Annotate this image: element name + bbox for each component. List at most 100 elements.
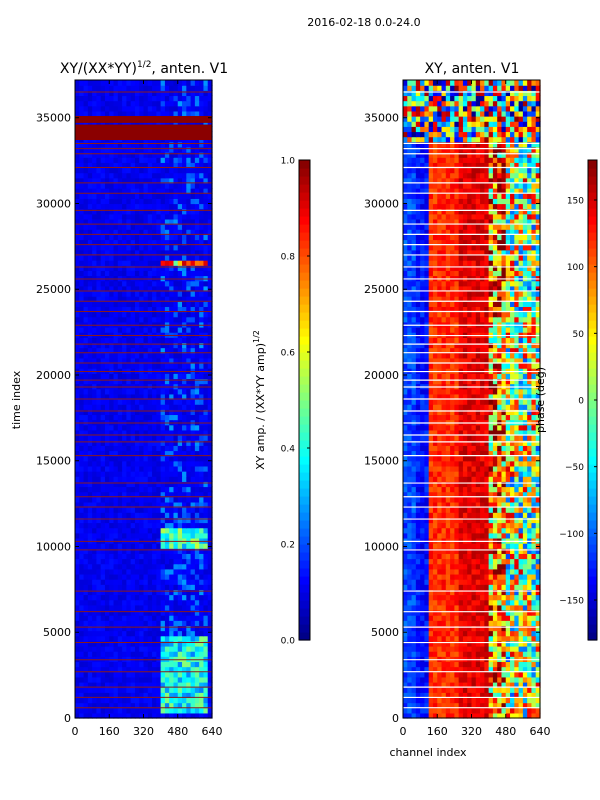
- heatmap-cell: [96, 362, 102, 369]
- heatmap-cell: [203, 424, 209, 431]
- heatmap-cell: [126, 244, 132, 251]
- heatmap-cell: [139, 507, 145, 513]
- heatmap-cell: [92, 362, 98, 369]
- heatmap-cell: [126, 579, 132, 585]
- heatmap-cell: [522, 645, 528, 652]
- heatmap-cell: [199, 630, 205, 637]
- heatmap-cell: [432, 697, 438, 704]
- heatmap-cell: [156, 224, 162, 230]
- heatmap-cell: [194, 234, 200, 241]
- heatmap-cell: [134, 208, 140, 215]
- heatmap-cell: [535, 702, 541, 709]
- heatmap-cell: [194, 399, 200, 405]
- heatmap-cell: [164, 676, 170, 683]
- heatmap-cell: [169, 465, 175, 472]
- heatmap-cell: [160, 543, 166, 549]
- heatmap-cell: [92, 702, 98, 709]
- heatmap-cell: [104, 193, 110, 199]
- heatmap-cell: [177, 198, 183, 205]
- heatmap-cell: [415, 609, 421, 616]
- heatmap-cell: [100, 321, 106, 328]
- heatmap-cell: [160, 435, 166, 441]
- heatmap-cell: [79, 177, 85, 184]
- heatmap-cell: [92, 224, 98, 230]
- colorbar-segment: [299, 600, 310, 609]
- heatmap-cell: [113, 306, 119, 313]
- heatmap-cell: [87, 332, 93, 338]
- heatmap-cell: [527, 651, 533, 657]
- heatmap-cell: [173, 419, 179, 426]
- heatmap-cell: [432, 712, 438, 719]
- heatmap-cell: [134, 213, 140, 220]
- heatmap-cell: [190, 393, 196, 400]
- heatmap-cell: [501, 579, 507, 585]
- heatmap-cell: [96, 681, 102, 688]
- heatmap-cell: [177, 362, 183, 369]
- heatmap-cell: [182, 95, 187, 102]
- heatmap-cell: [143, 90, 149, 97]
- heatmap-cell: [164, 615, 170, 621]
- heatmap-cell: [113, 239, 119, 246]
- heatmap-cell: [160, 635, 166, 642]
- heatmap-cell: [207, 512, 213, 518]
- heatmap-cell: [139, 707, 145, 714]
- heatmap-cell: [186, 424, 192, 431]
- heatmap-cell: [139, 460, 145, 467]
- heatmap-cell: [104, 409, 110, 416]
- heatmap-cell: [122, 260, 127, 266]
- heatmap-cell: [407, 687, 413, 693]
- heatmap-cell: [139, 615, 145, 621]
- heatmap-cell: [199, 352, 205, 359]
- heatmap-cell: [130, 198, 136, 205]
- heatmap-cell: [194, 501, 200, 508]
- heatmap-cell: [117, 167, 123, 174]
- heatmap-cell: [199, 661, 205, 668]
- heatmap-cell: [100, 424, 106, 431]
- heatmap-cell: [169, 95, 175, 102]
- heatmap-cell: [531, 687, 537, 693]
- heatmap-cell: [199, 645, 205, 652]
- heatmap-cell: [100, 239, 106, 246]
- heatmap-cell: [190, 651, 196, 657]
- heatmap-cell: [450, 599, 455, 606]
- heatmap-cell: [156, 609, 162, 616]
- heatmap-cell: [139, 203, 145, 210]
- heatmap-cell: [203, 213, 209, 220]
- heatmap-cell: [109, 445, 115, 452]
- heatmap-cell: [83, 399, 89, 405]
- heatmap-cell: [109, 362, 115, 369]
- heatmap-cell: [173, 193, 179, 199]
- heatmap-cell: [134, 393, 140, 400]
- heatmap-cell: [475, 712, 481, 719]
- heatmap-cell: [96, 702, 102, 709]
- heatmap-cell: [207, 352, 213, 359]
- colorbar-segment: [299, 248, 310, 257]
- heatmap-cell: [87, 553, 93, 560]
- heatmap-cell: [87, 429, 93, 436]
- heatmap-cell: [122, 85, 127, 91]
- heatmap-cell: [164, 445, 170, 452]
- heatmap-cell: [164, 527, 170, 534]
- heatmap-cell: [147, 404, 153, 410]
- heatmap-cell: [462, 661, 468, 668]
- heatmap-cell: [186, 573, 192, 580]
- heatmap-cell: [75, 188, 80, 194]
- heatmap-cell: [109, 182, 115, 189]
- heatmap-cell: [130, 152, 136, 158]
- heatmap-cell: [109, 687, 115, 693]
- heatmap-cell: [126, 429, 132, 436]
- heatmap-cell: [152, 501, 157, 508]
- heatmap-cell: [164, 414, 170, 421]
- heatmap-cell: [96, 198, 102, 205]
- heatmap-cell: [122, 491, 127, 498]
- heatmap-cell: [122, 399, 127, 405]
- heatmap-cell: [87, 213, 93, 220]
- heatmap-cell: [147, 548, 153, 554]
- heatmap-cell: [147, 167, 153, 174]
- heatmap-cell: [480, 666, 485, 673]
- heatmap-cell: [420, 625, 426, 632]
- heatmap-cell: [83, 378, 89, 385]
- heatmap-cell: [169, 218, 175, 225]
- heatmap-cell: [139, 635, 145, 642]
- heatmap-cell: [186, 496, 192, 503]
